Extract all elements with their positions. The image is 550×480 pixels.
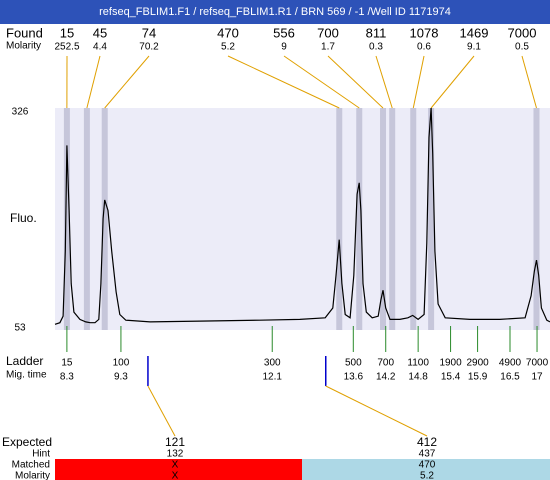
expected-size: 121: [165, 435, 185, 449]
expected-label: Expected: [2, 435, 52, 449]
peak-connector: [430, 55, 475, 109]
found-size: 7000: [508, 25, 537, 40]
found-molarity: 70.2: [139, 42, 159, 53]
molarity-label: Molarity: [6, 41, 41, 52]
ladder-size: 4900: [499, 358, 522, 369]
ladder-time: 15.9: [468, 372, 488, 383]
found-size: 74: [142, 25, 156, 40]
y-tick-label: 326: [12, 107, 29, 118]
found-molarity: 0.6: [417, 42, 431, 53]
peak-connector: [412, 55, 425, 109]
peak-band: [63, 108, 70, 330]
found-size: 811: [366, 25, 387, 40]
peak-connector: [375, 55, 393, 109]
peak-connector: [327, 55, 384, 109]
found-molarity: 9: [281, 42, 287, 53]
found-molarity: 1.7: [321, 42, 335, 53]
ladder-time: 15.4: [441, 372, 461, 383]
matched-value: X: [172, 460, 179, 471]
title-bar: [0, 0, 550, 24]
found-size: 15: [60, 25, 74, 40]
y-axis-label: Fluo.: [10, 211, 37, 225]
ladder-time: 9.3: [114, 372, 128, 383]
peak-band: [410, 108, 417, 330]
peak-connector: [227, 55, 340, 109]
found-size: 700: [317, 25, 339, 40]
peak-band: [380, 108, 387, 330]
found-molarity: 0.3: [369, 42, 383, 53]
found-molarity: 252.5: [54, 42, 79, 53]
y-tick-label: 53: [14, 323, 26, 334]
ladder-size: 500: [345, 358, 362, 369]
ladder-time: 8.3: [60, 372, 74, 383]
found-size: 1469: [460, 25, 489, 40]
peak-connector: [283, 55, 360, 109]
found-size: 45: [93, 25, 107, 40]
mig-time-label: Mig. time: [6, 370, 47, 381]
expected-molarity-label: Molarity: [15, 471, 50, 480]
ladder-size: 1100: [407, 358, 429, 369]
matched-value: 470: [419, 460, 436, 471]
peak-connector: [104, 55, 150, 109]
matched-molarity: X: [172, 471, 179, 480]
matched-band: [55, 459, 302, 480]
expected-connector: [325, 385, 428, 437]
found-molarity: 5.2: [221, 42, 235, 53]
hint-label: Hint: [32, 449, 50, 460]
peak-connector: [521, 55, 537, 109]
ladder-time: 14.8: [408, 372, 428, 383]
ladder-size: 15: [61, 358, 73, 369]
ladder-size: 300: [264, 358, 281, 369]
found-molarity: 9.1: [467, 42, 481, 53]
matched-label: Matched: [12, 460, 50, 471]
title: refseq_FBLIM1.F1 / refseq_FBLIM1.R1 / BR…: [99, 6, 451, 18]
hint-value: 437: [419, 449, 436, 460]
ladder-size: 1900: [439, 358, 462, 369]
ladder-time: 14.2: [376, 372, 396, 383]
trace: [54, 107, 550, 325]
found-molarity: 0.5: [515, 42, 529, 53]
ladder-time: 12.1: [263, 372, 283, 383]
plot-area: [55, 108, 550, 330]
ladder-time: 13.6: [344, 372, 364, 383]
found-size: 470: [217, 25, 239, 40]
peak-band: [356, 108, 363, 330]
ladder-size: 700: [377, 358, 394, 369]
found-size: 1078: [410, 25, 439, 40]
found-label: Found: [6, 25, 43, 40]
hint-value: 132: [167, 449, 184, 460]
ladder-label: Ladder: [6, 354, 43, 368]
matched-molarity: 5.2: [420, 471, 434, 480]
peak-band: [428, 108, 435, 330]
expected-connector: [147, 385, 176, 437]
ladder-size: 2900: [466, 358, 489, 369]
ladder-time: 16.5: [500, 372, 520, 383]
peak-band: [336, 108, 343, 330]
found-size: 556: [273, 25, 295, 40]
found-molarity: 4.4: [93, 42, 107, 53]
peak-band: [533, 108, 540, 330]
peak-band: [83, 108, 90, 330]
ladder-size: 7000: [526, 358, 549, 369]
ladder-size: 100: [113, 358, 130, 369]
ladder-time: 17: [531, 372, 543, 383]
peak-connector: [86, 55, 101, 109]
matched-band: [302, 459, 550, 480]
peak-band: [389, 108, 396, 330]
expected-size: 412: [417, 435, 437, 449]
peak-band: [101, 108, 108, 330]
